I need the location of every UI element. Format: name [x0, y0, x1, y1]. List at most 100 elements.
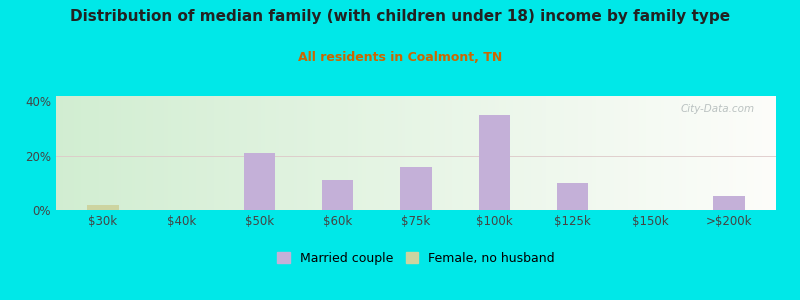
Bar: [560, 96, 563, 210]
Bar: [376, 96, 380, 210]
Bar: [686, 96, 690, 210]
Bar: [268, 96, 272, 210]
Bar: [106, 96, 110, 210]
Bar: [337, 96, 341, 210]
Bar: [535, 96, 538, 210]
Bar: [550, 96, 553, 210]
Bar: [693, 96, 697, 210]
Bar: [754, 96, 758, 210]
Bar: [557, 96, 560, 210]
Bar: [452, 96, 456, 210]
Bar: [715, 96, 718, 210]
Bar: [283, 96, 286, 210]
Bar: [521, 96, 524, 210]
Bar: [60, 96, 63, 210]
Bar: [250, 96, 254, 210]
Bar: [294, 96, 298, 210]
Bar: [164, 96, 168, 210]
Bar: [244, 153, 275, 210]
Bar: [646, 96, 650, 210]
Bar: [409, 96, 413, 210]
Bar: [150, 96, 154, 210]
Bar: [394, 96, 398, 210]
Bar: [600, 96, 603, 210]
Bar: [563, 96, 567, 210]
Bar: [730, 96, 733, 210]
Bar: [370, 96, 373, 210]
Bar: [488, 96, 491, 210]
Bar: [423, 96, 427, 210]
Bar: [438, 96, 442, 210]
Bar: [462, 96, 466, 210]
Bar: [682, 96, 686, 210]
Bar: [722, 96, 726, 210]
Bar: [160, 96, 164, 210]
Bar: [672, 96, 675, 210]
Bar: [175, 96, 178, 210]
Bar: [589, 96, 592, 210]
Bar: [207, 96, 210, 210]
Text: Distribution of median family (with children under 18) income by family type: Distribution of median family (with chil…: [70, 9, 730, 24]
Bar: [304, 96, 308, 210]
Bar: [275, 96, 279, 210]
Bar: [171, 96, 175, 210]
Bar: [485, 96, 488, 210]
Bar: [582, 96, 586, 210]
Bar: [341, 96, 344, 210]
Bar: [596, 96, 600, 210]
Bar: [318, 96, 322, 210]
Text: City-Data.com: City-Data.com: [680, 104, 754, 114]
Bar: [96, 96, 99, 210]
Bar: [229, 96, 232, 210]
Bar: [678, 96, 682, 210]
Bar: [675, 96, 679, 210]
Bar: [517, 96, 521, 210]
Bar: [413, 96, 416, 210]
Bar: [690, 96, 693, 210]
Bar: [405, 96, 409, 210]
Bar: [222, 96, 226, 210]
Bar: [330, 96, 334, 210]
Bar: [233, 96, 236, 210]
Bar: [63, 96, 67, 210]
Bar: [400, 167, 432, 210]
Bar: [355, 96, 358, 210]
Bar: [380, 96, 384, 210]
Bar: [733, 96, 736, 210]
Bar: [398, 96, 402, 210]
Bar: [546, 96, 550, 210]
Bar: [442, 96, 445, 210]
Bar: [326, 96, 330, 210]
Bar: [114, 96, 118, 210]
Bar: [434, 96, 438, 210]
Bar: [740, 96, 744, 210]
Bar: [766, 96, 769, 210]
Bar: [402, 96, 405, 210]
Bar: [430, 96, 434, 210]
Bar: [427, 96, 430, 210]
Bar: [261, 96, 265, 210]
Bar: [333, 96, 337, 210]
Bar: [243, 96, 246, 210]
Bar: [373, 96, 377, 210]
Bar: [614, 96, 618, 210]
Bar: [391, 96, 394, 210]
Bar: [301, 96, 305, 210]
Bar: [654, 96, 658, 210]
Bar: [236, 96, 240, 210]
Bar: [478, 115, 510, 210]
Bar: [773, 96, 776, 210]
Bar: [506, 96, 510, 210]
Bar: [193, 96, 197, 210]
Bar: [279, 96, 283, 210]
Bar: [74, 96, 78, 210]
Bar: [574, 96, 578, 210]
Bar: [168, 96, 171, 210]
Bar: [366, 96, 370, 210]
Bar: [211, 96, 214, 210]
Bar: [362, 96, 366, 210]
Bar: [298, 96, 301, 210]
Bar: [769, 96, 773, 210]
Bar: [603, 96, 607, 210]
Bar: [592, 96, 596, 210]
